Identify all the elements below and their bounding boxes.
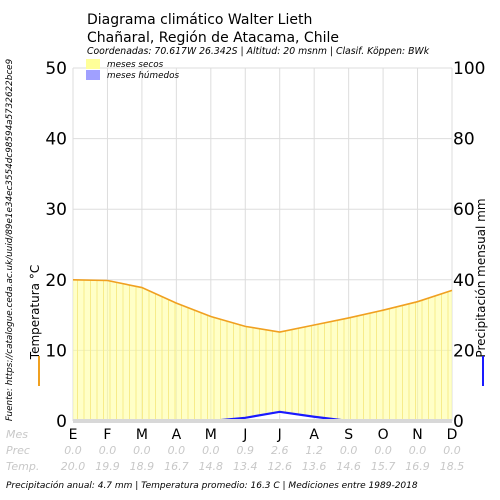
month-label: A	[309, 427, 319, 443]
chart-subtitle: Coordenadas: 70.617W 26.342S | Altitud: …	[87, 46, 430, 57]
legend-swatch-wet	[86, 70, 100, 80]
temp-value: 20.0	[61, 460, 86, 473]
temperature-line	[72, 279, 453, 333]
temp-value: 16.9	[405, 460, 430, 473]
chart-title: Diagrama climático Walter Lieth	[87, 12, 312, 28]
temp-value: 18.9	[130, 460, 155, 473]
row-label-month: Mes	[6, 428, 28, 441]
y-tick-label: 40	[45, 130, 67, 150]
plot-bottom-band	[73, 419, 452, 423]
y-tick-label: 10	[45, 341, 67, 361]
chart-location: Chañaral, Región de Atacama, Chile	[87, 30, 339, 46]
precip-value: 0.0	[133, 444, 151, 457]
y2-tick-label: 60	[453, 200, 475, 220]
precip-value: 0.0	[443, 444, 461, 457]
y-tick-label: 20	[45, 271, 67, 291]
month-label: S	[344, 427, 353, 443]
y-tick-label: 30	[45, 200, 67, 220]
month-label: J	[277, 427, 282, 443]
temp-value: 19.9	[95, 460, 120, 473]
source-text: Fuente: https://catalogue.ceda.ac.uk/uui…	[5, 58, 15, 421]
plot-area: 0 0 10 20 20 40 30 60 40 80 50 100	[45, 59, 485, 432]
precip-value: 0.0	[99, 444, 117, 457]
y2-tick-label: 80	[453, 130, 475, 150]
precip-value: 0.9	[237, 444, 255, 457]
month-label: D	[447, 427, 458, 443]
y2-tick-label: 0	[453, 412, 464, 432]
y-axis-label: Temperatura °C	[28, 265, 42, 360]
month-label: O	[378, 427, 389, 443]
precip-value: 0.0	[374, 444, 392, 457]
temp-value: 14.6	[336, 460, 361, 473]
y2-axis-label: Precipitación mensual mm	[474, 198, 488, 357]
temp-value: 15.7	[371, 460, 396, 473]
month-label: M	[136, 427, 148, 443]
precip-value: 0.0	[202, 444, 220, 457]
y2-tick-label: 40	[453, 271, 475, 291]
month-label: E	[69, 427, 78, 443]
footer-text: Precipitación anual: 4.7 mm | Temperatur…	[6, 480, 418, 491]
legend-label-wet: meses húmedos	[107, 71, 179, 81]
y2-tick-label: 100	[453, 59, 485, 79]
month-label: F	[103, 427, 111, 443]
y2-tick-label: 20	[453, 341, 475, 361]
row-label-prec: Prec	[6, 444, 30, 457]
legend-label-dry: meses secos	[107, 60, 164, 70]
temp-value: 13.4	[233, 460, 258, 473]
y-tick-label: 50	[45, 59, 67, 79]
precip-value: 0.0	[340, 444, 358, 457]
temp-value: 18.5	[440, 460, 465, 473]
data-table: E0.020.0F0.019.9M0.018.9A0.016.7M0.014.8…	[61, 427, 465, 473]
precip-value: 2.6	[271, 444, 289, 457]
temp-value: 14.8	[199, 460, 224, 473]
y-tick-label: 0	[56, 412, 67, 432]
month-label: A	[172, 427, 182, 443]
precip-value: 1.2	[305, 444, 323, 457]
precip-value: 0.0	[168, 444, 186, 457]
legend-swatch-dry	[86, 59, 100, 69]
precip-value: 0.0	[64, 444, 82, 457]
temp-value: 12.6	[267, 460, 292, 473]
temp-value: 16.7	[164, 460, 189, 473]
precip-value: 0.0	[409, 444, 427, 457]
temp-value: 13.6	[302, 460, 327, 473]
row-label-temp: Temp.	[6, 460, 39, 473]
month-label: N	[412, 427, 422, 443]
month-label: J	[242, 427, 247, 443]
month-label: M	[205, 427, 217, 443]
